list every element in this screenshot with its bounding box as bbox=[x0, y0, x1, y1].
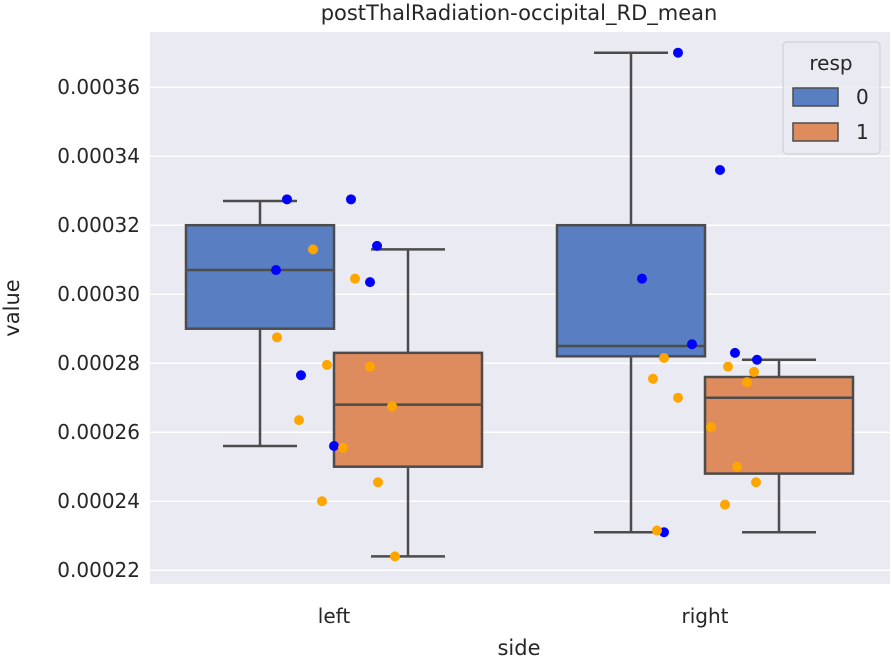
chart-title: postThalRadiation-occipital_RD_mean bbox=[321, 1, 718, 26]
point-0-right-4 bbox=[730, 347, 740, 358]
y-tick-label-2: 0.00026 bbox=[57, 420, 140, 444]
box-body bbox=[703, 375, 855, 475]
point-1-left-7 bbox=[338, 442, 348, 453]
y-tick-label-6: 0.00034 bbox=[57, 144, 140, 168]
point-0-left-1 bbox=[346, 194, 356, 205]
y-tick-label-5: 0.00032 bbox=[57, 213, 140, 237]
point-0-left-4 bbox=[365, 277, 375, 288]
point-0-left-3 bbox=[271, 265, 281, 276]
legend-label-1: 1 bbox=[856, 120, 869, 144]
point-0-left-2 bbox=[372, 240, 382, 251]
box-body bbox=[184, 223, 336, 330]
point-1-right-10 bbox=[652, 525, 662, 536]
point-0-right-1 bbox=[715, 165, 725, 175]
legend-title: resp bbox=[809, 51, 852, 75]
y-tick-label-1: 0.00024 bbox=[57, 489, 140, 513]
y-tick-labels: 0.00022 0.00024 0.00026 0.00028 0.00030 0.000… bbox=[57, 75, 140, 582]
point-0-left-6 bbox=[329, 441, 339, 451]
gridlines bbox=[150, 86, 890, 571]
y-tick-label-7: 0.00036 bbox=[57, 75, 140, 99]
point-0-left-5 bbox=[296, 370, 306, 381]
box-body bbox=[555, 223, 707, 358]
point-1-left-3 bbox=[322, 359, 332, 370]
point-1-left-9 bbox=[317, 496, 327, 507]
legend-swatch-0 bbox=[792, 87, 839, 107]
point-1-right-3 bbox=[648, 373, 658, 384]
box-1-right bbox=[703, 358, 855, 534]
point-1-right-9 bbox=[720, 499, 730, 510]
point-0-right-5 bbox=[752, 354, 762, 365]
box-body bbox=[332, 351, 484, 468]
point-1-left-0 bbox=[308, 244, 318, 255]
point-1-left-1 bbox=[350, 273, 360, 284]
point-1-right-6 bbox=[706, 422, 716, 433]
legend-swatch-1 bbox=[792, 122, 839, 142]
point-0-left-0 bbox=[282, 194, 292, 205]
point-0-right-2 bbox=[637, 273, 647, 284]
legend: resp 0 1 bbox=[782, 41, 881, 155]
point-1-right-0 bbox=[659, 353, 669, 364]
point-1-right-7 bbox=[732, 461, 742, 472]
point-1-left-8 bbox=[373, 477, 383, 488]
point-1-right-1 bbox=[723, 361, 733, 372]
point-1-right-4 bbox=[742, 377, 752, 388]
point-1-left-4 bbox=[365, 361, 375, 372]
x-tick-label-left: left bbox=[318, 604, 351, 628]
legend-label-0: 0 bbox=[856, 85, 869, 109]
x-tick-labels: left right bbox=[318, 604, 729, 628]
x-axis-label: side bbox=[497, 636, 540, 660]
y-tick-label-3: 0.00028 bbox=[57, 351, 140, 375]
y-axis-label: value bbox=[0, 279, 24, 336]
point-1-right-2 bbox=[749, 366, 759, 377]
box-0-right bbox=[555, 51, 707, 534]
x-tick-label-right: right bbox=[682, 604, 729, 628]
point-0-right-3 bbox=[687, 339, 697, 350]
point-0-right-0 bbox=[673, 47, 683, 58]
point-1-left-6 bbox=[294, 415, 304, 426]
box-1-left bbox=[332, 248, 484, 558]
point-1-right-5 bbox=[673, 392, 683, 403]
y-tick-label-0: 0.00022 bbox=[57, 558, 140, 582]
point-1-left-10 bbox=[390, 551, 400, 562]
point-1-left-2 bbox=[272, 332, 282, 343]
boxes bbox=[184, 51, 855, 558]
point-1-right-8 bbox=[751, 477, 761, 488]
y-tick-label-4: 0.00030 bbox=[57, 282, 140, 306]
point-1-left-5 bbox=[387, 401, 397, 412]
strip-points bbox=[271, 47, 762, 562]
